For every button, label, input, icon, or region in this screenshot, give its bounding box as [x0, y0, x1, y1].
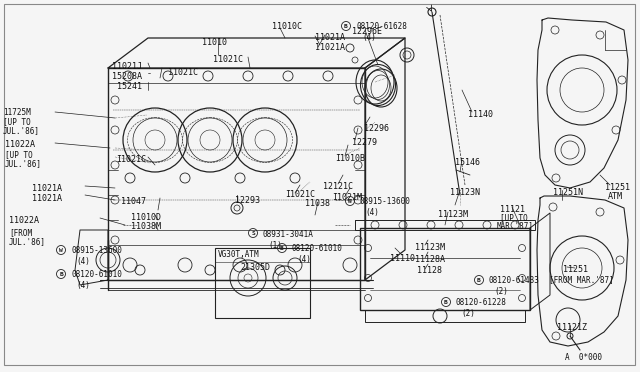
- Text: 12279: 12279: [352, 138, 377, 147]
- Text: S: S: [251, 231, 255, 235]
- Text: 11021A: 11021A: [315, 43, 345, 52]
- Text: 11021C: 11021C: [213, 55, 243, 64]
- Text: 08120-61628: 08120-61628: [357, 22, 408, 31]
- Text: 11021J: 11021J: [112, 62, 142, 71]
- Text: B: B: [344, 23, 348, 29]
- Text: 11123M: 11123M: [438, 210, 468, 219]
- Text: 11021C: 11021C: [168, 68, 198, 77]
- Text: W: W: [348, 199, 352, 203]
- Text: 11021A: 11021A: [32, 194, 62, 203]
- Text: (4): (4): [362, 33, 376, 42]
- Text: 11725M: 11725M: [3, 108, 31, 117]
- Text: (4): (4): [297, 255, 311, 264]
- Text: 11121Z: 11121Z: [557, 323, 587, 332]
- Text: 15241: 15241: [117, 82, 142, 91]
- Text: 11010D: 11010D: [131, 213, 161, 222]
- Text: [UP TO: [UP TO: [3, 117, 31, 126]
- Text: 11251: 11251: [605, 183, 630, 192]
- Text: 12296E: 12296E: [352, 27, 382, 36]
- Text: 11123M: 11123M: [415, 243, 445, 252]
- Text: 15146: 15146: [455, 158, 480, 167]
- Text: (2): (2): [461, 309, 475, 318]
- Text: 08120-61228: 08120-61228: [456, 298, 507, 307]
- Text: A  0*000: A 0*000: [565, 353, 602, 362]
- Text: (2): (2): [494, 287, 508, 296]
- Text: B: B: [444, 299, 448, 305]
- Text: 11110: 11110: [390, 254, 415, 263]
- Text: I1021C: I1021C: [285, 190, 315, 199]
- Text: 11121: 11121: [500, 205, 525, 214]
- Text: 11010: 11010: [202, 38, 227, 47]
- Text: 12121C: 12121C: [323, 182, 353, 191]
- Bar: [360, 228, 530, 310]
- Text: 11022A: 11022A: [9, 216, 39, 225]
- Text: 11022A: 11022A: [5, 140, 35, 149]
- Text: 12293: 12293: [235, 196, 260, 205]
- Text: 08915-13600: 08915-13600: [71, 246, 122, 255]
- Text: [UP TO: [UP TO: [500, 213, 528, 222]
- Text: 08931-3041A: 08931-3041A: [263, 230, 314, 239]
- Text: I1021C: I1021C: [116, 155, 146, 164]
- Text: JUL.'86]: JUL.'86]: [5, 159, 42, 168]
- Bar: [215, 248, 310, 318]
- Text: JUL.'86]: JUL.'86]: [9, 237, 46, 246]
- Text: (4): (4): [365, 208, 379, 217]
- Text: VG30T,ATM: VG30T,ATM: [218, 250, 260, 259]
- Text: B: B: [477, 278, 481, 282]
- Bar: [355, 220, 535, 230]
- Text: MAR.'87]: MAR.'87]: [497, 221, 534, 230]
- Text: 15208A: 15208A: [112, 72, 142, 81]
- Text: I1021M: I1021M: [332, 193, 362, 202]
- Text: 08120-61010: 08120-61010: [292, 244, 343, 253]
- Text: (4): (4): [76, 281, 90, 290]
- Text: 08120-61433: 08120-61433: [489, 276, 540, 285]
- Text: 11010C: 11010C: [272, 22, 302, 31]
- Text: ATM: ATM: [608, 192, 623, 201]
- Text: (4): (4): [76, 257, 90, 266]
- Text: 08120-61010: 08120-61010: [71, 270, 122, 279]
- Text: 11047: 11047: [121, 197, 146, 206]
- Text: 11038M: 11038M: [131, 222, 161, 231]
- Text: (1): (1): [268, 241, 282, 250]
- Text: B: B: [280, 246, 284, 250]
- Text: 11251N: 11251N: [553, 188, 583, 197]
- Text: B: B: [59, 272, 63, 276]
- Text: 11123N: 11123N: [450, 188, 480, 197]
- Text: 11021A: 11021A: [32, 184, 62, 193]
- Text: 21305D: 21305D: [240, 263, 270, 272]
- Bar: [108, 68, 365, 280]
- Text: [FROM MAR.'87]: [FROM MAR.'87]: [549, 275, 614, 284]
- Text: 11140: 11140: [468, 110, 493, 119]
- Text: 12296: 12296: [364, 124, 389, 133]
- Text: JUL.'86]: JUL.'86]: [3, 126, 40, 135]
- Text: 11021A: 11021A: [315, 33, 345, 42]
- Text: W: W: [59, 247, 63, 253]
- Text: [UP TO: [UP TO: [5, 150, 33, 159]
- Text: 11128: 11128: [417, 266, 442, 275]
- Text: I1010B: I1010B: [335, 154, 365, 163]
- Text: [FROM: [FROM: [9, 228, 32, 237]
- Text: 08915-13600: 08915-13600: [360, 197, 411, 206]
- Bar: [365, 310, 525, 322]
- Text: 11038: 11038: [305, 199, 330, 208]
- Text: 11251: 11251: [563, 265, 588, 274]
- Text: 11128A: 11128A: [415, 255, 445, 264]
